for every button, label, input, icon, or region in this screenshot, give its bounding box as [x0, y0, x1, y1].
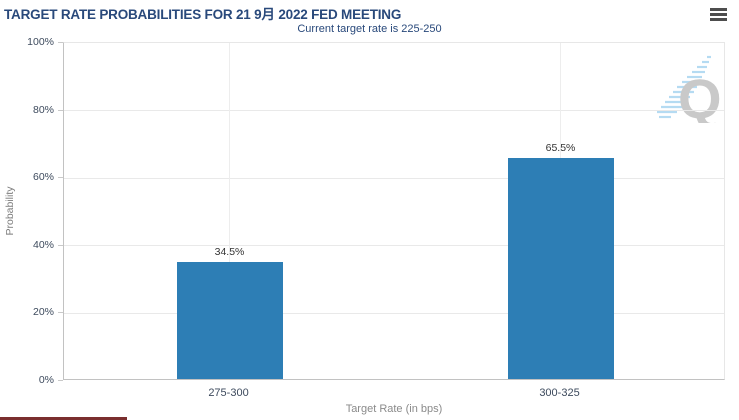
chart-subtitle: Current target rate is 225-250: [297, 23, 442, 35]
gridline: [64, 245, 724, 247]
x-category-label: 275-300: [208, 387, 249, 399]
x-category-label: 300-325: [539, 387, 580, 399]
y-tick-label: 100%: [27, 36, 54, 48]
y-tick-mark: [58, 312, 63, 314]
quikstrike-watermark-icon: Q: [657, 55, 720, 123]
y-tick-mark: [58, 244, 63, 246]
hamburger-icon: [710, 7, 730, 21]
svg-text:Q: Q: [678, 67, 720, 123]
gridline: [64, 177, 724, 179]
y-tick-mark: [58, 109, 63, 111]
y-tick-mark: [58, 177, 63, 179]
y-tick-mark: [58, 42, 63, 43]
y-tick-label: 20%: [32, 306, 54, 319]
bar-275-300[interactable]: [176, 262, 283, 379]
menu-button[interactable]: [710, 6, 730, 24]
chart-title: TARGET RATE PROBABILITIES FOR 21 9月 2022…: [4, 7, 402, 22]
y-tick-label: 80%: [32, 103, 54, 116]
bar-value-label: 34.5%: [214, 246, 245, 259]
plot-area: Q 34.5% 65.5%: [63, 42, 725, 380]
bottom-edge-bar: [0, 417, 127, 420]
y-tick-label: 40%: [32, 238, 54, 251]
gridline-vertical: [229, 43, 230, 379]
gridline: [64, 312, 724, 314]
y-tick-mark: [58, 380, 63, 381]
bar-value-label: 65.5%: [545, 141, 576, 154]
y-tick-label: 60%: [32, 171, 54, 184]
gridline: [64, 110, 724, 112]
x-axis-title: Target Rate (in bps): [345, 403, 443, 415]
y-tick-label: 0%: [38, 374, 54, 386]
bar-300-325[interactable]: [507, 157, 614, 379]
